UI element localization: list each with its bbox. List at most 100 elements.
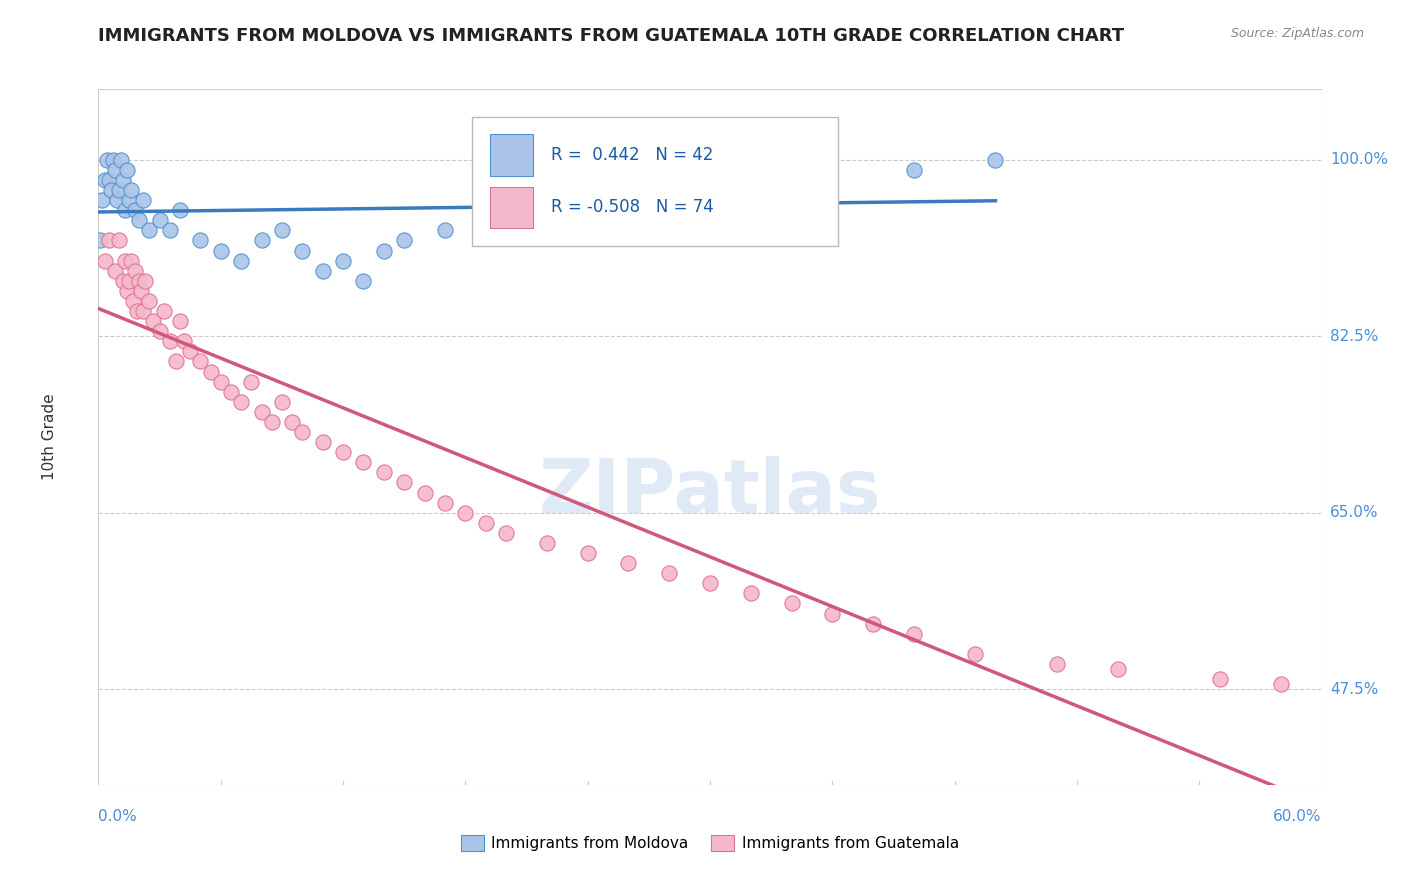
Text: 0.0%: 0.0% xyxy=(98,809,138,823)
Point xyxy=(454,506,477,520)
Point xyxy=(312,435,335,450)
Point xyxy=(120,253,142,268)
Point xyxy=(169,203,191,218)
Point xyxy=(188,234,212,248)
Point xyxy=(658,566,681,581)
Point xyxy=(115,284,138,298)
Point xyxy=(188,354,212,368)
Bar xyxy=(489,186,533,228)
Point xyxy=(352,455,374,469)
Point xyxy=(250,234,273,248)
Point xyxy=(132,304,155,318)
Point xyxy=(173,334,195,349)
Point xyxy=(169,314,191,328)
Point xyxy=(821,607,844,621)
Point xyxy=(1208,672,1232,686)
Point xyxy=(138,223,160,237)
Point xyxy=(93,173,115,187)
Point xyxy=(231,253,253,268)
Point xyxy=(392,475,416,490)
Point xyxy=(129,284,152,298)
Point xyxy=(291,244,314,258)
Point xyxy=(114,253,136,268)
Point xyxy=(105,193,128,207)
Point xyxy=(495,525,517,540)
Text: IMMIGRANTS FROM MOLDOVA VS IMMIGRANTS FROM GUATEMALA 10TH GRADE CORRELATION CHAR: IMMIGRANTS FROM MOLDOVA VS IMMIGRANTS FR… xyxy=(98,27,1125,45)
Point xyxy=(118,274,141,288)
Point xyxy=(110,153,132,167)
Point xyxy=(124,263,146,277)
Point xyxy=(149,213,172,227)
Point xyxy=(179,344,201,359)
Point xyxy=(159,334,181,349)
Point xyxy=(89,234,111,248)
Text: 60.0%: 60.0% xyxy=(1274,809,1322,823)
Point xyxy=(965,647,987,661)
Point xyxy=(1270,677,1292,691)
Point xyxy=(862,616,884,631)
Bar xyxy=(489,135,533,177)
Text: 10th Grade: 10th Grade xyxy=(42,393,58,481)
Point xyxy=(596,183,619,197)
Point xyxy=(124,203,146,218)
Point xyxy=(801,162,824,177)
Point xyxy=(352,274,374,288)
Point xyxy=(474,516,498,530)
Point xyxy=(111,274,134,288)
Point xyxy=(240,375,263,389)
Point xyxy=(903,162,925,177)
Point xyxy=(115,162,138,177)
Point xyxy=(516,203,538,218)
Point xyxy=(332,445,354,459)
Point xyxy=(617,556,640,570)
Point xyxy=(142,314,165,328)
Point xyxy=(332,253,354,268)
Point xyxy=(474,213,498,227)
Text: 82.5%: 82.5% xyxy=(1330,329,1378,343)
Point xyxy=(138,293,160,308)
Point xyxy=(780,597,803,611)
Point xyxy=(281,415,304,429)
FancyBboxPatch shape xyxy=(471,117,838,245)
Text: R =  0.442   N = 42: R = 0.442 N = 42 xyxy=(551,146,713,164)
Point xyxy=(100,183,122,197)
Point xyxy=(200,365,222,379)
Point xyxy=(91,193,114,207)
Point xyxy=(104,162,127,177)
Point xyxy=(165,354,187,368)
Point xyxy=(260,415,283,429)
Point xyxy=(209,244,232,258)
Point xyxy=(127,304,149,318)
Text: 47.5%: 47.5% xyxy=(1330,681,1378,697)
Point xyxy=(134,274,156,288)
Point xyxy=(373,244,395,258)
Point xyxy=(111,173,134,187)
Point xyxy=(209,375,232,389)
Point xyxy=(122,293,145,308)
Point xyxy=(312,263,335,277)
Point xyxy=(128,274,150,288)
Text: Source: ZipAtlas.com: Source: ZipAtlas.com xyxy=(1230,27,1364,40)
Point xyxy=(373,466,395,480)
Point xyxy=(433,495,456,509)
Point xyxy=(93,253,115,268)
Point xyxy=(903,626,925,640)
Point xyxy=(97,173,120,187)
Point xyxy=(413,485,436,500)
Point xyxy=(231,394,253,409)
Point xyxy=(159,223,181,237)
Point xyxy=(152,304,174,318)
Text: ZIPatlas: ZIPatlas xyxy=(538,456,882,529)
Point xyxy=(104,263,127,277)
Legend: Immigrants from Moldova, Immigrants from Guatemala: Immigrants from Moldova, Immigrants from… xyxy=(454,830,966,857)
Point xyxy=(576,546,599,560)
Point xyxy=(270,223,294,237)
Point xyxy=(1045,657,1069,671)
Point xyxy=(108,234,131,248)
Point xyxy=(250,405,273,419)
Point xyxy=(108,183,131,197)
Point xyxy=(118,193,141,207)
Point xyxy=(97,234,120,248)
Text: 100.0%: 100.0% xyxy=(1330,153,1388,168)
Point xyxy=(219,384,242,399)
